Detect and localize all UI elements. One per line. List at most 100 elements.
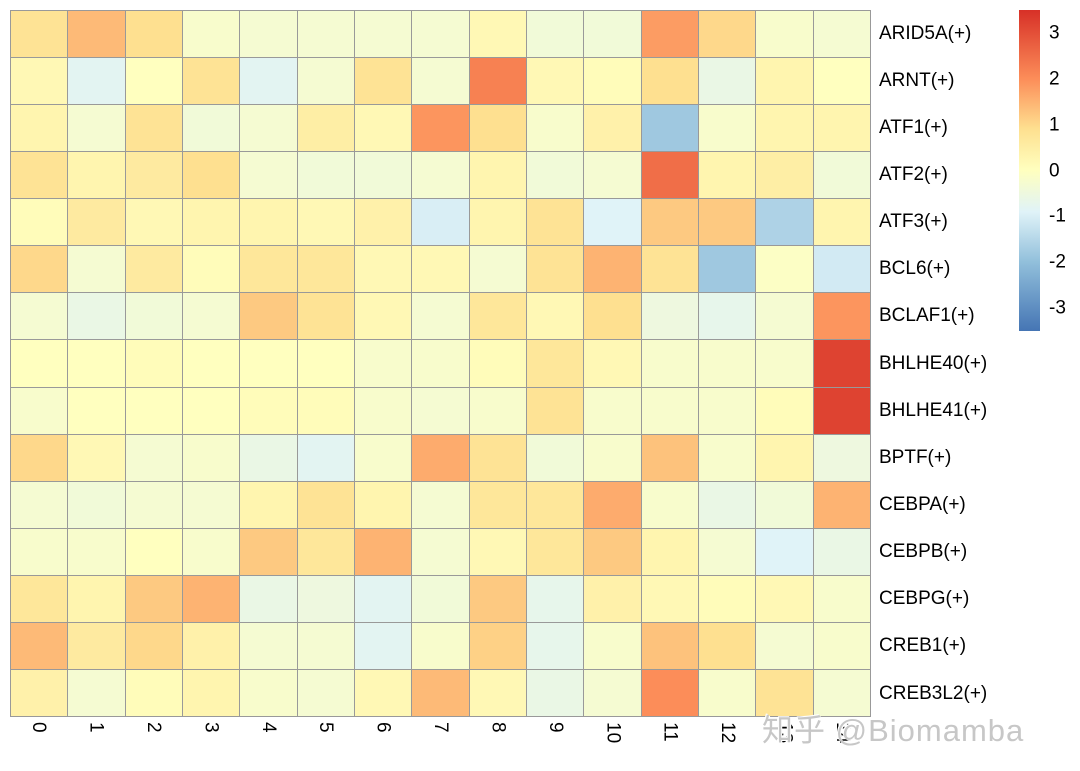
heatmap-cell bbox=[698, 528, 756, 575]
heatmap-cell bbox=[11, 58, 68, 105]
heatmap-cell bbox=[641, 246, 698, 293]
heatmap-cell bbox=[698, 11, 756, 58]
heatmap-cell bbox=[756, 669, 813, 716]
heatmap-cell bbox=[469, 575, 526, 622]
heatmap-cell bbox=[297, 340, 354, 387]
colorbar-tick: 0 bbox=[1049, 160, 1060, 181]
heatmap-cell bbox=[813, 575, 870, 622]
heatmap-cell bbox=[297, 293, 354, 340]
heatmap-cell bbox=[698, 622, 756, 669]
heatmap-cell bbox=[11, 481, 68, 528]
heatmap-cell bbox=[68, 152, 125, 199]
heatmap-cell bbox=[11, 387, 68, 434]
heatmap-cell bbox=[240, 11, 297, 58]
heatmap-cell bbox=[11, 528, 68, 575]
heatmap-cell bbox=[412, 669, 469, 716]
heatmap-cell bbox=[813, 434, 870, 481]
column-label: 4 bbox=[257, 722, 279, 733]
heatmap-cell bbox=[526, 622, 584, 669]
heatmap-cell bbox=[297, 105, 354, 152]
heatmap-cell bbox=[469, 528, 526, 575]
heatmap-cell bbox=[182, 434, 240, 481]
heatmap-cell bbox=[125, 152, 182, 199]
heatmap-cell bbox=[182, 528, 240, 575]
colorbar-tick: 1 bbox=[1049, 114, 1060, 136]
heatmap-cell bbox=[526, 434, 584, 481]
heatmap-cell bbox=[813, 246, 870, 293]
column-label: 5 bbox=[315, 722, 337, 733]
heatmap-cell bbox=[240, 105, 297, 152]
heatmap-cell bbox=[125, 434, 182, 481]
row-label: CEBPB(+) bbox=[879, 541, 968, 563]
heatmap-cell bbox=[469, 293, 526, 340]
heatmap-cell bbox=[641, 481, 698, 528]
heatmap-cell bbox=[240, 434, 297, 481]
heatmap-cell bbox=[641, 199, 698, 246]
heatmap-cell bbox=[698, 669, 756, 716]
row-label: BCLAF1(+) bbox=[879, 305, 975, 327]
heatmap-cell bbox=[813, 387, 870, 434]
heatmap-cell bbox=[756, 622, 813, 669]
heatmap-cell bbox=[240, 152, 297, 199]
row-label: CEBPA(+) bbox=[879, 493, 966, 515]
heatmap-cell bbox=[412, 575, 469, 622]
column-label: 11 bbox=[659, 722, 681, 742]
colorbar-tick: -2 bbox=[1049, 251, 1066, 273]
row-label: BHLHE40(+) bbox=[879, 352, 988, 374]
heatmap-cell bbox=[297, 575, 354, 622]
heatmap-cell bbox=[182, 246, 240, 293]
heatmap-cell bbox=[240, 293, 297, 340]
heatmap-cell bbox=[354, 622, 412, 669]
heatmap-cell bbox=[584, 622, 641, 669]
heatmap-cell bbox=[182, 11, 240, 58]
heatmap-cell bbox=[584, 340, 641, 387]
heatmap-cell bbox=[354, 481, 412, 528]
column-label: 13 bbox=[774, 722, 796, 744]
colorbar-gradient bbox=[1019, 10, 1040, 331]
heatmap-cell bbox=[584, 152, 641, 199]
heatmap-cell bbox=[813, 622, 870, 669]
heatmap-cell bbox=[297, 622, 354, 669]
row-labels: ARID5A(+) ARNT(+) ATF1(+) ATF2(+) ATF3(+) BCL… bbox=[879, 10, 1029, 717]
heatmap-cell bbox=[412, 105, 469, 152]
heatmap-cell bbox=[584, 11, 641, 58]
column-label: 10 bbox=[602, 722, 624, 744]
heatmap-cell bbox=[182, 340, 240, 387]
heatmap-cell bbox=[68, 11, 125, 58]
heatmap-cell bbox=[240, 199, 297, 246]
heatmap-cell bbox=[813, 481, 870, 528]
heatmap-cell bbox=[469, 340, 526, 387]
heatmap-cell bbox=[240, 340, 297, 387]
heatmap-cell bbox=[469, 152, 526, 199]
heatmap-cell bbox=[412, 293, 469, 340]
heatmap-cell bbox=[297, 481, 354, 528]
heatmap-cell bbox=[641, 293, 698, 340]
row-label: CEBPG(+) bbox=[879, 588, 970, 610]
heatmap-cell bbox=[526, 105, 584, 152]
heatmap-cell bbox=[813, 11, 870, 58]
heatmap-cell bbox=[526, 11, 584, 58]
heatmap-cell bbox=[756, 575, 813, 622]
heatmap-cell bbox=[756, 387, 813, 434]
heatmap-cell bbox=[240, 246, 297, 293]
row-label: ATF3(+) bbox=[879, 211, 948, 233]
heatmap-cell bbox=[125, 11, 182, 58]
heatmap-cell bbox=[641, 575, 698, 622]
heatmap-cell bbox=[698, 387, 756, 434]
heatmap-cell bbox=[412, 434, 469, 481]
heatmap-grid bbox=[10, 10, 871, 717]
heatmap-cell bbox=[68, 246, 125, 293]
heatmap-cell bbox=[240, 58, 297, 105]
heatmap-cell bbox=[813, 293, 870, 340]
heatmap-cell bbox=[756, 528, 813, 575]
heatmap-cell bbox=[240, 669, 297, 716]
colorbar-tick: -1 bbox=[1049, 205, 1066, 227]
heatmap-cell bbox=[641, 434, 698, 481]
heatmap-cell bbox=[756, 293, 813, 340]
heatmap-cell bbox=[813, 105, 870, 152]
heatmap-cell bbox=[354, 199, 412, 246]
heatmap-cell bbox=[354, 58, 412, 105]
heatmap-cell bbox=[641, 58, 698, 105]
heatmap-cell bbox=[412, 387, 469, 434]
